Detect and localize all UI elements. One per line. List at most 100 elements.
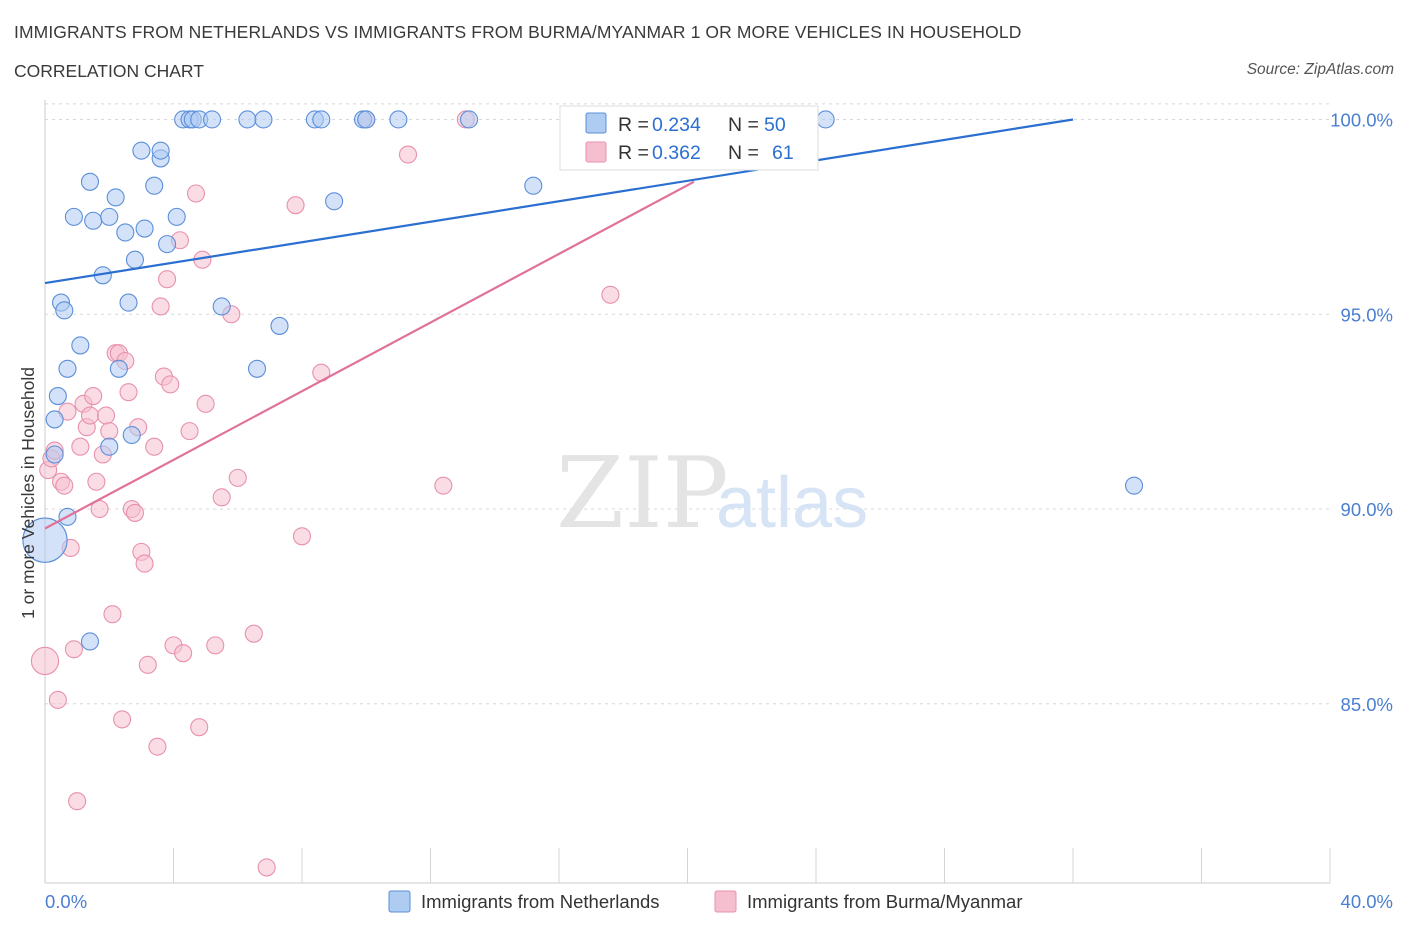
- netherlands-point: [270, 316, 289, 335]
- x-tick-label: 40.0%: [1341, 891, 1393, 912]
- stats-r-label-1: R =: [618, 114, 649, 136]
- netherlands-point: [45, 445, 64, 464]
- netherlands-point: [22, 517, 68, 563]
- netherlands-point: [524, 176, 543, 195]
- burma-point: [398, 145, 418, 164]
- netherlands-point: [119, 293, 138, 312]
- axes: 85.0% 90.0% 95.0% 100.0% 0.0% 40.0%: [44, 100, 1393, 912]
- netherlands-point: [80, 172, 100, 191]
- series-netherlands-points: [22, 110, 1144, 651]
- netherlands-point: [158, 235, 177, 254]
- stats-n-label-2: N =: [728, 142, 759, 164]
- legend-swatch-netherlands: [388, 890, 411, 913]
- burma-point: [96, 406, 116, 425]
- trend-lines: [44, 118, 1074, 530]
- burma-point: [125, 503, 144, 522]
- burma-point: [68, 792, 87, 811]
- netherlands-point: [100, 437, 119, 456]
- legend-label-netherlands: Immigrants from Netherlands: [421, 891, 660, 912]
- grid-lines: [45, 103, 1330, 705]
- burma-point: [55, 476, 74, 495]
- stats-r-value-1: 0.234: [652, 114, 701, 136]
- watermark-zip: ZIP: [556, 437, 729, 551]
- netherlands-point: [145, 176, 164, 195]
- netherlands-point: [58, 359, 77, 378]
- burma-point: [145, 437, 164, 456]
- netherlands-point: [64, 207, 83, 226]
- burma-point: [206, 636, 225, 655]
- y-tick-label: 90.0%: [1341, 499, 1393, 520]
- netherlands-point: [247, 359, 267, 378]
- x-tick-label: 0.0%: [45, 891, 87, 912]
- burma-point: [119, 383, 138, 402]
- burma-point: [212, 488, 231, 507]
- netherlands-point: [80, 632, 100, 651]
- netherlands-point: [132, 141, 151, 160]
- burma-point: [180, 422, 199, 441]
- burma-trend-line: [44, 180, 695, 530]
- stats-legend-swatch-pink: [585, 141, 607, 163]
- netherlands-point: [212, 297, 231, 316]
- chart-subtitle: CORRELATION CHART: [14, 61, 204, 81]
- legend-label-burma: Immigrants from Burma/Myanmar: [747, 891, 1023, 912]
- burma-point: [151, 297, 170, 316]
- y-tick-label: 95.0%: [1341, 304, 1393, 325]
- legend-swatch-burma: [714, 890, 737, 913]
- netherlands-point: [116, 223, 135, 242]
- netherlands-point: [254, 110, 273, 129]
- burma-point: [292, 527, 312, 546]
- netherlands-point: [122, 425, 141, 445]
- chart-title: IMMIGRANTS FROM NETHERLANDS VS IMMIGRANT…: [14, 22, 1022, 42]
- netherlands-point: [151, 141, 170, 160]
- stats-n-value-1: 50: [764, 114, 786, 136]
- netherlands-point: [100, 207, 119, 226]
- burma-point: [190, 718, 209, 737]
- burma-point: [186, 184, 206, 203]
- netherlands-point: [459, 110, 479, 129]
- burma-point: [601, 285, 620, 304]
- netherlands-point: [106, 188, 125, 207]
- y-tick-label: 100.0%: [1330, 109, 1393, 130]
- burma-point: [103, 605, 122, 624]
- burma-point: [161, 375, 180, 394]
- burma-point: [87, 472, 106, 491]
- netherlands-point: [203, 110, 222, 129]
- netherlands-point: [816, 110, 835, 129]
- netherlands-point: [109, 359, 128, 378]
- burma-point: [228, 468, 247, 487]
- burma-point: [100, 422, 119, 441]
- burma-point: [113, 710, 132, 729]
- burma-point: [244, 624, 263, 643]
- burma-point: [64, 640, 83, 659]
- watermark: ZIP atlas: [556, 437, 868, 551]
- burma-point: [71, 437, 90, 456]
- y-axis-label: 1 or more Vehicles in Household: [18, 367, 38, 619]
- source-label: Source: ZipAtlas.com: [1246, 61, 1394, 78]
- netherlands-point: [357, 110, 376, 129]
- stats-legend: R = 0.234 N = 50 R = 0.362 N = 61: [559, 105, 819, 171]
- netherlands-point: [167, 207, 186, 226]
- stats-n-value-2: 61: [772, 142, 794, 164]
- netherlands-point: [389, 110, 408, 129]
- netherlands-trend-line: [44, 118, 1074, 285]
- burma-point: [84, 387, 103, 406]
- netherlands-point: [71, 336, 90, 355]
- burma-point: [196, 394, 215, 413]
- netherlands-point: [48, 387, 67, 406]
- y-tick-label: 85.0%: [1341, 694, 1393, 715]
- netherlands-point: [312, 110, 331, 129]
- netherlands-point: [84, 211, 103, 230]
- burma-point: [48, 690, 67, 709]
- burma-point: [138, 655, 157, 674]
- stats-r-label-2: R =: [618, 142, 649, 164]
- stats-r-value-2: 0.362: [652, 142, 701, 164]
- netherlands-point: [135, 219, 154, 238]
- netherlands-point: [45, 410, 64, 429]
- burma-point: [286, 196, 305, 215]
- bottom-legend: Immigrants from Netherlands Immigrants f…: [388, 890, 1023, 913]
- burma-point: [80, 406, 100, 425]
- burma-point: [257, 858, 276, 877]
- netherlands-point: [238, 110, 257, 129]
- stats-n-label-1: N =: [728, 114, 759, 136]
